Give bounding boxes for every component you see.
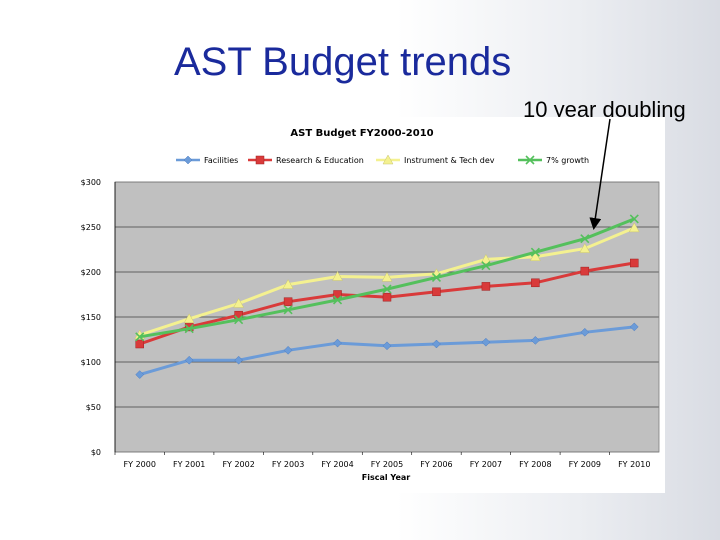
chart-title: AST Budget FY2000-2010 (290, 128, 433, 139)
data-point (135, 332, 145, 342)
x-marker-stroke (234, 315, 244, 325)
x-marker-stroke (431, 272, 442, 282)
data-point (579, 243, 591, 253)
y-tick-label: $300 (81, 178, 101, 187)
legend-label: Facilities (204, 156, 238, 165)
x-tick-label: FY 2006 (420, 460, 452, 469)
data-point (184, 355, 194, 365)
data-point (332, 295, 343, 305)
data-point (283, 345, 293, 355)
legend-item: Facilities (176, 155, 238, 165)
data-point (234, 355, 243, 365)
data-point (333, 338, 342, 348)
data-point (184, 324, 194, 334)
data-point (382, 292, 392, 302)
data-point (135, 339, 144, 349)
data-point (431, 272, 442, 282)
x-tick-label: FY 2001 (173, 460, 205, 469)
y-tick-label: $100 (81, 358, 101, 367)
data-point (480, 253, 492, 264)
x-marker-stroke (525, 155, 535, 165)
series-group (134, 214, 640, 379)
data-point (628, 222, 640, 233)
x-tick-label: FY 2008 (519, 460, 551, 469)
series-facilities (135, 322, 639, 379)
data-point (282, 279, 294, 289)
data-point (481, 282, 491, 291)
x-tick-label: FY 2005 (371, 460, 403, 469)
legend-label: Instrument & Tech dev (404, 156, 495, 165)
x-marker-stroke (332, 295, 343, 305)
data-point (630, 258, 639, 268)
x-tick-label: FY 2002 (222, 460, 254, 469)
data-point (531, 278, 540, 288)
x-marker-stroke (283, 305, 293, 315)
data-point (629, 322, 639, 332)
chart-frame: AST Budget FY2000-2010 Facilities Researc… (58, 117, 665, 493)
y-tick-label: $250 (81, 223, 101, 232)
legend-label: 7% growth (546, 156, 589, 165)
data-point (530, 247, 540, 257)
data-point (580, 234, 590, 244)
data-point (234, 315, 244, 325)
x-marker-stroke (481, 261, 491, 271)
slide-title: AST Budget trends (174, 40, 512, 84)
callout-arrow-line (589, 118, 611, 230)
series-research-education (135, 258, 639, 349)
x-axis: FY 2000 FY 2001 FY 2002 FY 2003 FY 2004 FY 20… (114, 452, 650, 469)
data-point (629, 214, 639, 224)
data-point (580, 266, 590, 276)
x-tick-label: FY 2007 (470, 460, 502, 469)
data-point (382, 341, 392, 351)
y-tick-label: $150 (81, 313, 101, 322)
data-point (332, 270, 343, 281)
data-point (381, 271, 393, 282)
x-marker-stroke (382, 284, 392, 294)
line-chart: AST Budget FY2000-2010 Facilities Researc… (81, 128, 660, 482)
y-axis: $0 $50 $100 $150 $200 $250 $300 (81, 178, 116, 457)
data-point (529, 251, 541, 261)
data-point (255, 155, 265, 165)
x-marker-stroke (184, 324, 194, 334)
data-point (432, 339, 441, 349)
data-point (233, 297, 245, 308)
chart-legend: Facilities Research & Education Instrument… (176, 154, 589, 165)
data-point (432, 287, 441, 297)
data-point (183, 155, 193, 165)
legend-label: Research & Education (276, 156, 364, 165)
data-point (382, 154, 394, 165)
x-tick-label: FY 2004 (321, 460, 353, 469)
data-point (135, 370, 145, 379)
data-point (283, 297, 293, 306)
y-tick-label: $200 (81, 268, 101, 277)
data-point (283, 305, 293, 315)
series-7-growth (135, 214, 639, 342)
data-point (481, 261, 491, 271)
legend-item: 7% growth (518, 155, 589, 165)
legend-item: Research & Education (248, 155, 364, 165)
series-instrument-tech-dev (134, 222, 640, 340)
data-point (382, 284, 392, 294)
y-tick-label: $0 (91, 448, 101, 457)
data-point (531, 336, 540, 345)
x-tick-label: FY 2009 (569, 460, 601, 469)
x-marker-stroke (629, 214, 639, 224)
data-point (481, 337, 491, 347)
x-axis-title: Fiscal Year (362, 473, 411, 482)
x-marker-stroke (135, 332, 145, 342)
x-marker-stroke (530, 247, 540, 257)
y-tick-label: $50 (86, 403, 101, 412)
data-point (580, 327, 590, 337)
data-point (525, 155, 535, 165)
data-point (183, 313, 195, 324)
x-tick-label: FY 2003 (272, 460, 304, 469)
x-marker-stroke (580, 234, 590, 244)
x-tick-label: FY 2010 (618, 460, 650, 469)
x-tick-label: FY 2000 (124, 460, 156, 469)
legend-item: Instrument & Tech dev (376, 154, 495, 165)
